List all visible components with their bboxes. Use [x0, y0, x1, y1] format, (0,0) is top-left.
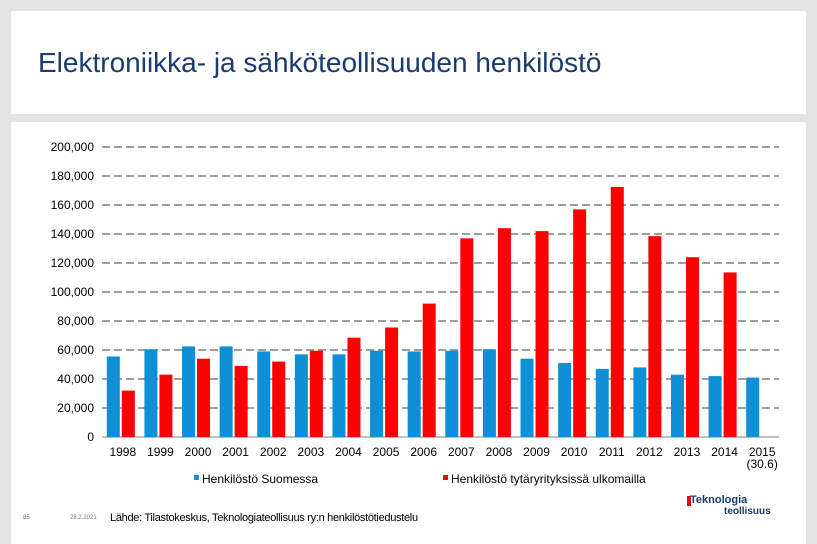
slide-title: Elektroniikka- ja sähköteollisuuden henk…	[38, 47, 602, 78]
x-tick-label: 2009	[523, 445, 550, 459]
bar-henkilosto-suomessa	[670, 374, 684, 437]
logo: Teknologia teollisuus	[690, 495, 780, 519]
x-tick-label: 2014	[711, 445, 738, 459]
gridlines	[102, 146, 779, 438]
x-tick-label: 2003	[298, 445, 325, 459]
x-tick-label: (30.6)	[747, 457, 778, 471]
y-tick-label: 180,000	[51, 169, 95, 183]
x-tick-label: 2002	[260, 445, 287, 459]
x-tick-label: 1999	[147, 445, 174, 459]
y-tick-label: 100,000	[51, 285, 95, 299]
bar-henkilosto-suomessa	[520, 358, 534, 437]
bar-henkilosto-ulkomailla	[535, 231, 549, 437]
bar-henkilosto-suomessa	[219, 346, 233, 437]
bar-henkilosto-ulkomailla	[422, 303, 436, 437]
title-panel: Elektroniikka- ja sähköteollisuuden henk…	[11, 11, 806, 114]
legend-swatch	[194, 475, 199, 480]
x-tick-label: 2015	[749, 445, 776, 459]
bar-henkilosto-suomessa	[370, 350, 384, 437]
bar-henkilosto-suomessa	[106, 356, 120, 437]
bar-henkilosto-ulkomailla	[234, 365, 248, 437]
y-tick-label: 40,000	[57, 372, 94, 386]
bar-chart: 0 20,000 40,000 60,000 80,000 100,000 120,000 1…	[51, 140, 779, 486]
bar-henkilosto-suomessa	[558, 363, 572, 437]
bar-henkilosto-ulkomailla	[648, 236, 662, 437]
bar-henkilosto-ulkomailla	[159, 374, 173, 437]
bar-henkilosto-suomessa	[257, 351, 271, 437]
x-tick-label: 2008	[486, 445, 513, 459]
content-panel: 0 20,000 40,000 60,000 80,000 100,000 120,000 1…	[11, 122, 806, 544]
x-tick-label: 2004	[335, 445, 362, 459]
logo-mark	[687, 496, 691, 506]
legend-swatch	[443, 475, 448, 480]
y-tick-label: 160,000	[51, 198, 95, 212]
bar-henkilosto-suomessa	[482, 349, 496, 437]
bar-henkilosto-ulkomailla	[347, 337, 361, 437]
y-tick-label: 140,000	[51, 227, 95, 241]
y-axis-ticks: 0 20,000 40,000 60,000 80,000 100,000 120,000 1…	[51, 140, 95, 444]
x-tick-label: 2000	[185, 445, 212, 459]
x-tick-label: 2011	[599, 445, 625, 459]
logo-line1: Teknologia	[690, 494, 748, 506]
bar-henkilosto-suomessa	[633, 367, 647, 437]
y-tick-label: 80,000	[57, 314, 94, 328]
x-tick-label: 1998	[109, 445, 136, 459]
x-tick-label: 2006	[410, 445, 437, 459]
bar-henkilosto-suomessa	[294, 354, 308, 437]
bar-henkilosto-ulkomailla	[272, 361, 286, 437]
y-tick-label: 0	[87, 430, 94, 444]
bar-henkilosto-ulkomailla	[610, 186, 624, 437]
bar-henkilosto-suomessa	[445, 350, 459, 437]
bar-henkilosto-suomessa	[332, 354, 346, 437]
legend: Henkilöstö Suomessa Henkilöstö tytäryrity…	[194, 472, 646, 486]
bar-henkilosto-suomessa	[746, 377, 760, 437]
bar-henkilosto-suomessa	[595, 368, 609, 437]
x-tick-label: 2012	[636, 445, 663, 459]
bar-henkilosto-ulkomailla	[197, 358, 211, 437]
x-tick-label: 2005	[373, 445, 400, 459]
x-tick-label: 2001	[222, 445, 249, 459]
x-tick-label: 2013	[674, 445, 701, 459]
bars	[106, 186, 760, 437]
x-axis-ticks: 1998 1999 2000 2001 2002 2003 2004 2005 2006 2007…	[109, 445, 777, 471]
bar-henkilosto-ulkomailla	[685, 257, 699, 437]
slide-date: 28.2.2021	[70, 515, 97, 521]
bar-henkilosto-ulkomailla	[121, 390, 135, 437]
bar-henkilosto-ulkomailla	[723, 272, 737, 437]
bar-henkilosto-suomessa	[144, 349, 158, 437]
bar-henkilosto-ulkomailla	[573, 209, 587, 437]
logo-line2: teollisuus	[724, 506, 771, 517]
y-tick-label: 120,000	[51, 256, 95, 270]
legend-label: Henkilöstö Suomessa	[202, 472, 318, 486]
legend-label: Henkilöstö tytäryrityksissä ulkomailla	[451, 472, 646, 486]
source-note: Lähde: Tilastokeskus, Teknologiateollisu…	[110, 512, 418, 524]
y-tick-label: 200,000	[51, 140, 95, 154]
bar-henkilosto-ulkomailla	[497, 228, 511, 437]
y-tick-label: 20,000	[57, 401, 94, 415]
bar-henkilosto-suomessa	[708, 376, 722, 437]
bar-henkilosto-ulkomailla	[309, 350, 323, 437]
bar-henkilosto-suomessa	[182, 346, 196, 437]
x-tick-label: 2010	[561, 445, 588, 459]
bar-henkilosto-ulkomailla	[460, 238, 474, 437]
page-number: 85	[23, 515, 30, 521]
bar-henkilosto-suomessa	[407, 351, 421, 437]
y-tick-label: 60,000	[57, 343, 94, 357]
x-tick-label: 2007	[448, 445, 475, 459]
bar-henkilosto-ulkomailla	[385, 327, 399, 437]
